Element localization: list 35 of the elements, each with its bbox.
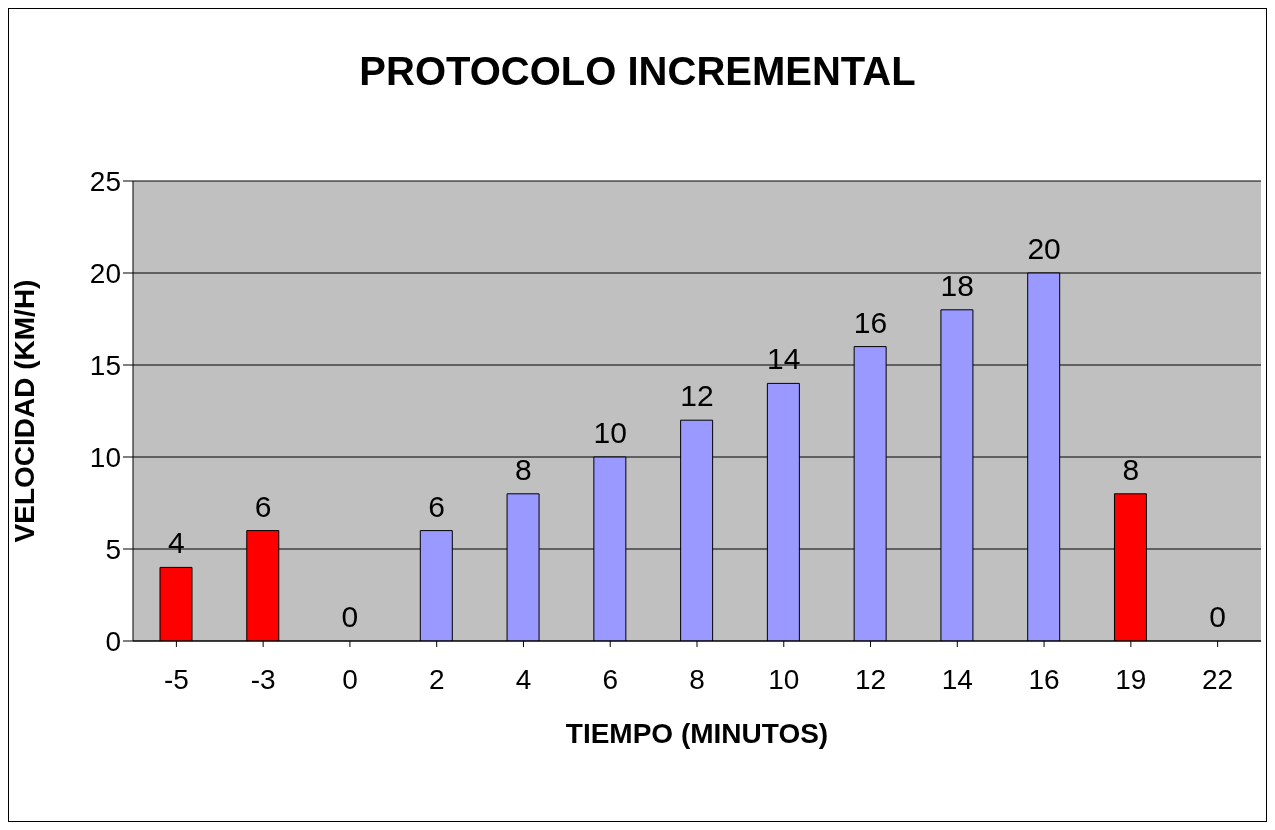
x-tick-label: 8 <box>689 663 705 695</box>
x-axis-title: TIEMPO (MINUTOS) <box>565 718 829 749</box>
x-tick-label: 10 <box>768 663 800 695</box>
data-label: 4 <box>168 526 185 560</box>
y-tick-label: 15 <box>89 349 121 381</box>
y-tick-label: 20 <box>89 257 121 289</box>
y-tick-label: 10 <box>89 441 121 473</box>
y-tick-label: 25 <box>89 165 121 197</box>
y-tick-label: 5 <box>105 533 121 565</box>
y-axis-title: VELOCIDAD (KM/H) <box>8 279 40 543</box>
data-label: 10 <box>593 416 627 449</box>
x-tick-label: 14 <box>941 663 973 695</box>
data-label: 8 <box>515 452 532 486</box>
x-tick-label: 2 <box>428 663 445 695</box>
data-label: 8 <box>1122 452 1140 486</box>
x-tick-label: 12 <box>854 663 887 695</box>
x-tick-label: -5 <box>163 663 189 695</box>
data-label: 0 <box>1209 600 1226 633</box>
x-tick-label: 19 <box>1115 663 1147 695</box>
data-label: 0 <box>341 600 359 633</box>
x-tick-label: 16 <box>1028 663 1060 695</box>
x-tick-label: 4 <box>515 663 532 695</box>
x-tick-label: 22 <box>1202 663 1234 695</box>
data-label: 16 <box>853 305 888 339</box>
data-label: 6 <box>254 489 272 523</box>
data-label: 14 <box>767 342 801 376</box>
chart-title: PROTOCOLO INCREMENTAL <box>358 49 917 94</box>
y-tick-label: 0 <box>105 625 121 657</box>
data-label: 20 <box>1027 232 1061 265</box>
x-tick-label: -3 <box>250 663 276 695</box>
x-tick-label: 0 <box>342 663 358 695</box>
x-tick-label: 6 <box>602 663 619 695</box>
data-label: 6 <box>428 489 446 523</box>
data-label: 12 <box>680 379 714 413</box>
data-label: 18 <box>940 268 974 302</box>
